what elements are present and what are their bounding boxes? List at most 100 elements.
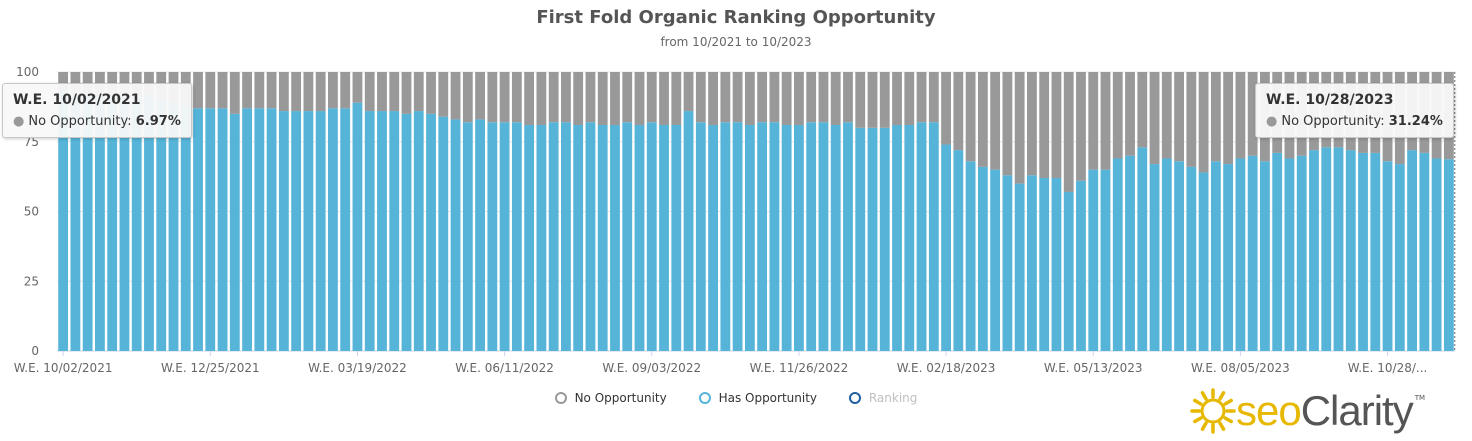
bar-has-opportunity[interactable] [1321,147,1332,351]
bar-has-opportunity[interactable] [1407,150,1417,351]
bar-no-opportunity[interactable] [769,72,780,123]
bar-no-opportunity[interactable] [1149,72,1160,165]
bar-has-opportunity[interactable] [990,169,1001,351]
bar-no-opportunity[interactable] [58,72,69,92]
bar-no-opportunity[interactable] [806,72,817,123]
bar-no-opportunity[interactable] [536,72,547,126]
bar-has-opportunity[interactable] [1431,158,1442,351]
bar-has-opportunity[interactable] [499,122,510,351]
bar-has-opportunity[interactable] [229,113,240,351]
bar-no-opportunity[interactable] [855,72,866,128]
bar-no-opportunity[interactable] [990,72,1001,170]
bar-has-opportunity[interactable] [1296,155,1307,351]
bar-has-opportunity[interactable] [1198,172,1209,351]
bar-has-opportunity[interactable] [683,111,694,351]
bar-no-opportunity[interactable] [683,72,694,112]
bar-has-opportunity[interactable] [965,161,976,351]
bar-has-opportunity[interactable] [634,125,645,351]
bar-has-opportunity[interactable] [892,125,902,351]
bar-has-opportunity[interactable] [242,108,252,352]
bar-has-opportunity[interactable] [156,99,167,352]
bar-has-opportunity[interactable] [180,105,191,351]
bar-no-opportunity[interactable] [671,72,682,126]
bar-no-opportunity[interactable] [1039,72,1050,179]
bar-has-opportunity[interactable] [879,127,890,351]
bar-no-opportunity[interactable] [438,72,449,117]
bar-has-opportunity[interactable] [193,108,203,352]
bar-no-opportunity[interactable] [1088,72,1099,170]
bar-has-opportunity[interactable] [855,127,866,351]
bar-no-opportunity[interactable] [818,72,829,123]
bar-no-opportunity[interactable] [291,72,302,112]
bar-has-opportunity[interactable] [303,111,314,351]
bar-has-opportunity[interactable] [1370,152,1381,351]
bar-no-opportunity[interactable] [1125,72,1135,156]
bar-has-opportunity[interactable] [830,125,841,351]
bar-no-opportunity[interactable] [732,72,743,123]
bar-has-opportunity[interactable] [1223,164,1234,351]
bar-has-opportunity[interactable] [1125,155,1135,351]
bar-has-opportunity[interactable] [757,122,768,351]
bar-has-opportunity[interactable] [266,108,277,352]
bar-has-opportunity[interactable] [610,125,620,351]
bar-no-opportunity[interactable] [499,72,510,123]
bar-has-opportunity[interactable] [438,116,449,351]
bar-has-opportunity[interactable] [340,108,351,352]
bar-no-opportunity[interactable] [487,72,498,123]
bar-no-opportunity[interactable] [744,72,755,126]
bar-has-opportunity[interactable] [168,102,179,351]
bar-has-opportunity[interactable] [1235,158,1246,351]
bar-has-opportunity[interactable] [573,125,584,351]
bar-has-opportunity[interactable] [818,122,829,351]
bar-no-opportunity[interactable] [757,72,768,123]
bar-has-opportunity[interactable] [1161,158,1172,351]
bar-no-opportunity[interactable] [622,72,633,123]
bar-has-opportunity[interactable] [1394,164,1405,351]
bar-has-opportunity[interactable] [1174,161,1184,351]
bar-has-opportunity[interactable] [695,122,706,351]
bar-no-opportunity[interactable] [1137,72,1148,148]
bar-has-opportunity[interactable] [1100,169,1111,351]
bar-no-opportunity[interactable] [242,72,252,109]
bar-has-opportunity[interactable] [511,122,522,351]
bar-has-opportunity[interactable] [1002,175,1013,351]
bar-has-opportunity[interactable] [904,125,915,351]
legend-item-has-opportunity[interactable]: Has Opportunity [698,391,817,405]
bar-has-opportunity[interactable] [659,125,669,351]
bar-has-opportunity[interactable] [1014,183,1025,351]
bar-has-opportunity[interactable] [377,111,387,351]
bar-has-opportunity[interactable] [585,122,596,351]
bar-has-opportunity[interactable] [1419,152,1430,351]
bar-no-opportunity[interactable] [610,72,620,126]
bar-has-opportunity[interactable] [928,122,939,351]
bar-no-opportunity[interactable] [462,72,473,123]
bar-has-opportunity[interactable] [352,102,363,351]
legend-item-ranking[interactable]: Ranking [848,391,917,405]
bar-no-opportunity[interactable] [1063,72,1074,192]
bar-no-opportunity[interactable] [695,72,706,123]
bar-has-opportunity[interactable] [561,122,571,351]
bar-has-opportunity[interactable] [401,113,412,351]
bar-has-opportunity[interactable] [941,144,951,351]
bar-no-opportunity[interactable] [1198,72,1209,173]
bar-no-opportunity[interactable] [328,72,338,109]
bar-no-opportunity[interactable] [1174,72,1184,162]
bar-has-opportunity[interactable] [278,111,289,351]
bar-no-opportunity[interactable] [867,72,878,128]
bar-has-opportunity[interactable] [1309,150,1319,351]
bar-has-opportunity[interactable] [1284,158,1295,351]
bar-no-opportunity[interactable] [401,72,412,114]
bar-has-opportunity[interactable] [1247,155,1258,351]
bar-has-opportunity[interactable] [806,122,817,351]
bar-no-opportunity[interactable] [229,72,240,114]
bar-no-opportunity[interactable] [450,72,461,120]
bar-no-opportunity[interactable] [561,72,571,123]
bar-has-opportunity[interactable] [107,97,118,351]
bar-no-opportunity[interactable] [1100,72,1111,170]
bar-has-opportunity[interactable] [1039,178,1050,351]
bar-has-opportunity[interactable] [1210,161,1221,351]
bar-has-opportunity[interactable] [462,122,473,351]
bar-has-opportunity[interactable] [916,122,927,351]
bar-no-opportunity[interactable] [315,72,326,112]
bar-has-opportunity[interactable] [475,119,485,352]
